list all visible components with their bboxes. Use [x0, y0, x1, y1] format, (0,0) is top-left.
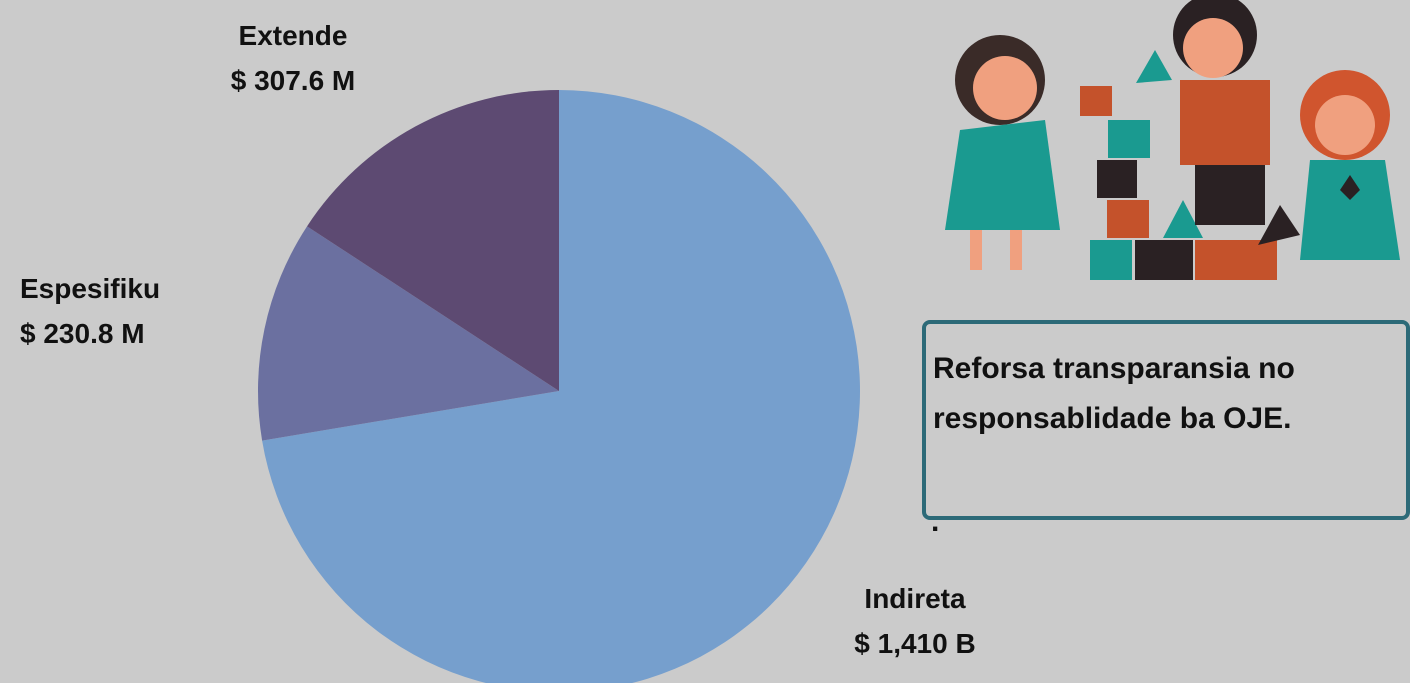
text-box-mark: . — [931, 505, 940, 538]
slice-label: Espesifiku — [20, 273, 160, 304]
illustration — [945, 0, 1400, 280]
text-box-border — [922, 320, 1410, 520]
text-box: Reforsa transparansia no responsablidade… — [933, 352, 1295, 435]
slice-value-label: $ 307.6 M — [231, 65, 356, 96]
slice-value-label: $ 1,410 B — [854, 628, 975, 659]
pie-slice — [262, 90, 860, 683]
slice-label: Indireta — [864, 583, 966, 614]
slice-value-label: $ 230.8 M — [20, 318, 145, 349]
slice-label: Extende — [239, 20, 348, 51]
pie-slice — [258, 226, 559, 441]
pie-slice — [307, 90, 559, 391]
